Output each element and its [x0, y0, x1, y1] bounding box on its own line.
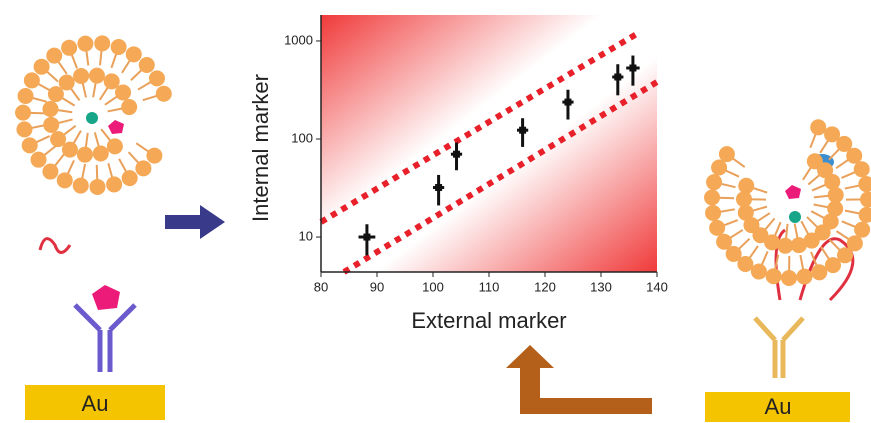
lipid-head: [34, 59, 50, 75]
lipid-head: [796, 269, 812, 285]
lipid-head: [77, 147, 93, 163]
lipid-head: [73, 68, 89, 84]
lipid-head: [126, 46, 142, 62]
lipid-head: [73, 178, 89, 194]
point: [519, 127, 526, 134]
lipid-head: [156, 86, 172, 102]
substrate-label: Au: [82, 391, 109, 416]
cargo: [789, 211, 801, 223]
figure: External marker Internal marker Au Au 80…: [0, 0, 871, 423]
cargo: [785, 185, 801, 199]
lipid-head: [825, 257, 841, 273]
lipid-head: [135, 160, 151, 176]
x-tick-label: 140: [646, 279, 668, 294]
lipid-head: [16, 121, 32, 137]
lipid-head: [810, 119, 826, 135]
lipid-head: [766, 268, 782, 284]
lipid-head: [146, 148, 162, 164]
cargo: [108, 120, 124, 134]
cargo: [86, 112, 98, 124]
substrate-label: Au: [765, 394, 792, 419]
lipid-head: [811, 264, 827, 280]
lipid-head: [854, 222, 870, 238]
lipid-head: [121, 99, 137, 115]
arrow: [506, 345, 652, 414]
lipid-head: [738, 205, 754, 221]
lipid-head: [61, 40, 77, 56]
x-tick-label: 100: [422, 279, 444, 294]
lipid-head: [791, 237, 807, 253]
point: [435, 184, 442, 191]
antigen: [92, 285, 120, 310]
y-axis-label: Internal marker: [248, 74, 273, 222]
lipid-head: [24, 72, 40, 88]
lipid-head: [705, 205, 721, 221]
lipid-head: [46, 48, 62, 64]
point: [614, 73, 621, 80]
lipid-head: [846, 148, 862, 164]
antibody: [755, 318, 803, 378]
y-tick-label: 10: [299, 228, 313, 243]
lipid-head: [149, 70, 165, 86]
lipid-head: [716, 234, 732, 250]
lipid-head: [94, 35, 110, 51]
y-tick-label: 100: [291, 130, 313, 145]
lipid-head: [781, 270, 797, 286]
antibody: [75, 305, 135, 372]
point: [629, 64, 636, 71]
lipid-head: [107, 138, 123, 154]
lipid-head: [859, 207, 871, 223]
x-tick-label: 120: [534, 279, 556, 294]
lipid-head: [59, 75, 75, 91]
lipid-head: [709, 220, 725, 236]
lipid-head: [106, 176, 122, 192]
lipid-head: [711, 160, 727, 176]
lipid-head: [122, 170, 138, 186]
lipid-head: [89, 68, 105, 84]
point: [453, 151, 460, 158]
lipid-head: [18, 88, 34, 104]
lipid-head: [751, 264, 767, 280]
lipid-head: [50, 131, 66, 147]
point: [363, 234, 370, 241]
lipid-head: [706, 174, 722, 190]
lipid-head: [15, 105, 31, 121]
lipid-head: [31, 152, 47, 168]
y-tick-label: 1000: [284, 32, 313, 47]
lipid-head: [115, 84, 131, 100]
lipid-head: [42, 164, 58, 180]
lipid-head: [111, 39, 127, 55]
lipid-head: [57, 172, 73, 188]
lipid-head: [22, 137, 38, 153]
lipid-head: [738, 178, 754, 194]
point: [564, 99, 571, 106]
lipid-head: [139, 57, 155, 73]
x-tick-label: 90: [370, 279, 384, 294]
lipid-head: [93, 146, 109, 162]
lipid-head: [854, 161, 870, 177]
lipid-head: [828, 187, 844, 203]
arrow: [165, 205, 225, 239]
x-tick-label: 130: [590, 279, 612, 294]
lipid-head: [736, 191, 752, 207]
lipid-head: [77, 36, 93, 52]
aptamer: [40, 239, 70, 253]
x-tick-label: 110: [479, 279, 500, 294]
lipid-head: [858, 176, 871, 192]
x-axis-label: External marker: [411, 308, 566, 333]
lipid-head: [42, 101, 58, 117]
lipid-head: [89, 179, 105, 195]
x-tick-label: 80: [314, 279, 328, 294]
lipid-head: [719, 146, 735, 162]
plot-background: [321, 15, 657, 272]
lipid-head: [704, 190, 720, 206]
lipid-head: [43, 117, 59, 133]
lipid-head: [860, 191, 871, 207]
